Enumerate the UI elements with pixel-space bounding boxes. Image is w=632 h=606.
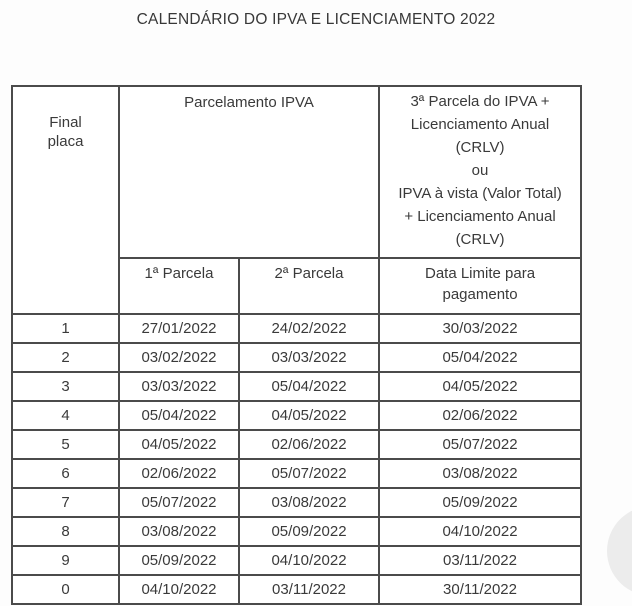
header-data-limite: Data Limite para pagamento: [378, 257, 583, 315]
ipva-calendar-table: Final placa Parcelamento IPVA 3ª Parcela…: [11, 85, 583, 605]
cell-data-limite: 30/03/2022: [378, 313, 583, 344]
cell-parcela-2: 05/09/2022: [237, 516, 381, 547]
table-row: 4 05/04/2022 04/05/2022 02/06/2022: [11, 400, 583, 431]
cell-data-limite: 03/11/2022: [378, 545, 583, 576]
cell-parcela-1: 27/01/2022: [118, 313, 240, 344]
cell-parcela-1: 04/10/2022: [118, 574, 240, 605]
cell-final-placa: 2: [11, 342, 120, 373]
table-row: 6 02/06/2022 05/07/2022 03/08/2022: [11, 458, 583, 489]
cell-final-placa: 3: [11, 371, 120, 402]
cell-parcela-1: 04/05/2022: [118, 429, 240, 460]
cell-data-limite: 02/06/2022: [378, 400, 583, 431]
header-terceira-parcela: 3ª Parcela do IPVA + Licenciamento Anual…: [378, 85, 583, 259]
cell-parcela-2: 04/05/2022: [237, 400, 381, 431]
cell-data-limite: 30/11/2022: [378, 574, 583, 605]
header-final-placa: Final placa: [11, 85, 120, 315]
header-row-2: 1ª Parcela 2ª Parcela Data Limite para p…: [12, 257, 583, 315]
table-row: 9 05/09/2022 04/10/2022 03/11/2022: [11, 545, 583, 576]
cell-final-placa: 1: [11, 313, 120, 344]
cell-final-placa: 6: [11, 458, 120, 489]
cell-parcela-1: 05/04/2022: [118, 400, 240, 431]
cell-data-limite: 04/05/2022: [378, 371, 583, 402]
header-segunda-parcela: 2ª Parcela: [237, 257, 381, 315]
cell-final-placa: 9: [11, 545, 120, 576]
cell-parcela-2: 24/02/2022: [237, 313, 381, 344]
cell-parcela-2: 05/04/2022: [237, 371, 381, 402]
page-title: CALENDÁRIO DO IPVA E LICENCIAMENTO 2022: [136, 11, 496, 28]
cell-parcela-2: 03/11/2022: [237, 574, 381, 605]
header-primeira-parcela: 1ª Parcela: [118, 257, 240, 315]
table-row: 2 03/02/2022 03/03/2022 05/04/2022: [11, 342, 583, 373]
table-row: 0 04/10/2022 03/11/2022 30/11/2022: [11, 574, 583, 605]
cell-parcela-2: 02/06/2022: [237, 429, 381, 460]
cell-parcela-2: 03/08/2022: [237, 487, 381, 518]
cell-parcela-2: 03/03/2022: [237, 342, 381, 373]
cell-final-placa: 4: [11, 400, 120, 431]
cell-data-limite: 05/04/2022: [378, 342, 583, 373]
table-header: Final placa Parcelamento IPVA 3ª Parcela…: [11, 85, 583, 315]
cell-data-limite: 04/10/2022: [378, 516, 583, 547]
cell-parcela-2: 04/10/2022: [237, 545, 381, 576]
table-row: 8 03/08/2022 05/09/2022 04/10/2022: [11, 516, 583, 547]
header-parcelamento-ipva: Parcelamento IPVA: [117, 85, 381, 259]
cell-parcela-1: 03/03/2022: [118, 371, 240, 402]
cell-data-limite: 03/08/2022: [378, 458, 583, 489]
cell-parcela-1: 03/02/2022: [118, 342, 240, 373]
table-row: 5 04/05/2022 02/06/2022 05/07/2022: [11, 429, 583, 460]
table-row: 7 05/07/2022 03/08/2022 05/09/2022: [11, 487, 583, 518]
header-row-1: Final placa Parcelamento IPVA 3ª Parcela…: [11, 85, 583, 315]
cell-parcela-1: 05/09/2022: [118, 545, 240, 576]
cell-parcela-1: 02/06/2022: [118, 458, 240, 489]
corner-circle-decoration: [607, 506, 632, 596]
cell-data-limite: 05/07/2022: [378, 429, 583, 460]
cell-final-placa: 8: [11, 516, 120, 547]
cell-parcela-1: 03/08/2022: [118, 516, 240, 547]
table-body: 1 27/01/2022 24/02/2022 30/03/2022 2 03/…: [11, 313, 583, 605]
cell-final-placa: 5: [11, 429, 120, 460]
table-row: 3 03/03/2022 05/04/2022 04/05/2022: [11, 371, 583, 402]
cell-final-placa: 0: [11, 574, 120, 605]
cell-data-limite: 05/09/2022: [378, 487, 583, 518]
cell-final-placa: 7: [11, 487, 120, 518]
cell-parcela-1: 05/07/2022: [118, 487, 240, 518]
cell-parcela-2: 05/07/2022: [237, 458, 381, 489]
table-row: 1 27/01/2022 24/02/2022 30/03/2022: [11, 313, 583, 344]
